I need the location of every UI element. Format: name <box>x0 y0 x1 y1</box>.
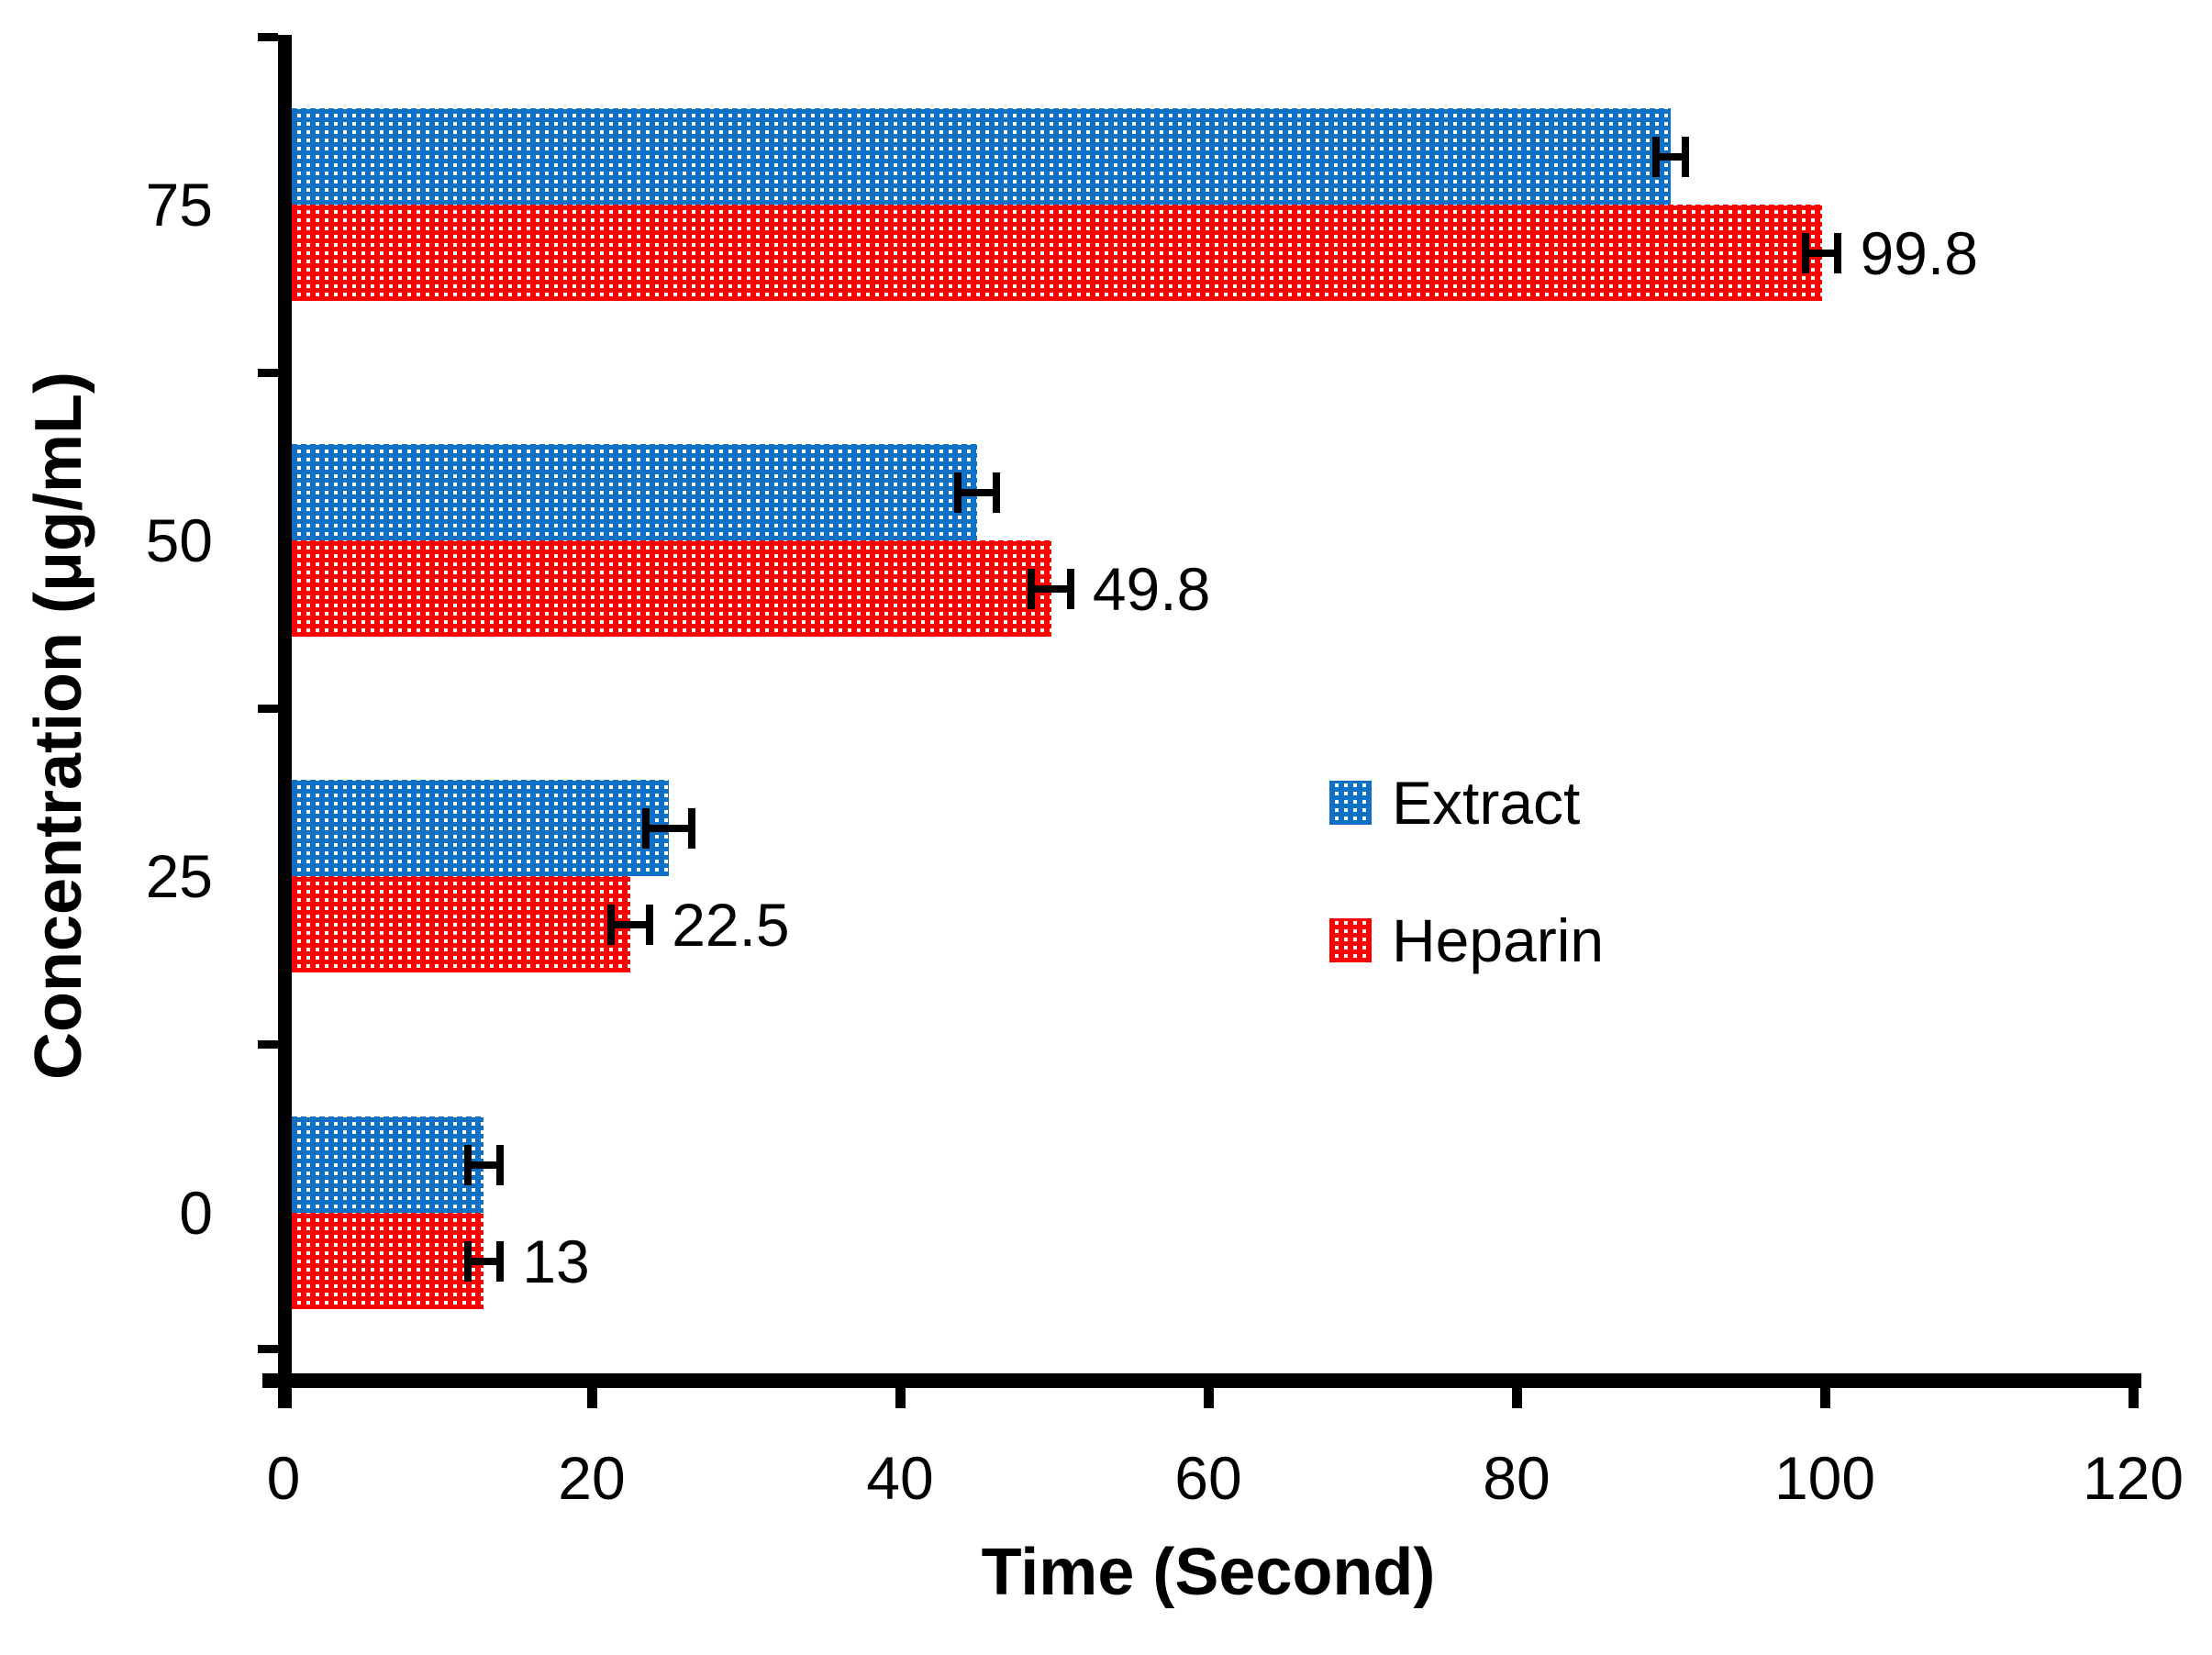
legend-swatch-heparin-icon <box>1329 918 1372 962</box>
x-axis-line <box>262 1373 2141 1388</box>
bar-extract-0 <box>292 1116 484 1213</box>
legend-label-extract: Extract <box>1392 769 1581 837</box>
y-axis-tick-1 <box>258 369 278 377</box>
data-label-49.8: 49.8 <box>1092 554 1211 623</box>
x-axis-tick-0 <box>279 1388 289 1408</box>
x-tick-label-40: 40 <box>866 1444 934 1512</box>
x-tick-label-0: 0 <box>266 1444 301 1512</box>
error-bar-cap <box>646 904 654 945</box>
legend-item-heparin: Heparin <box>1329 910 1604 971</box>
error-bar-cap <box>1066 568 1074 609</box>
x-tick-label-60: 60 <box>1174 1444 1242 1512</box>
y-axis-line <box>278 35 292 1408</box>
error-bar-cap <box>1682 136 1690 177</box>
error-bar-extract-25 <box>642 807 695 849</box>
error-bar-cap <box>953 472 961 513</box>
bar-heparin-25 <box>292 876 630 972</box>
data-label-13: 13 <box>522 1227 590 1295</box>
data-label-22.5: 22.5 <box>672 890 790 959</box>
x-axis-tick-20 <box>587 1388 597 1408</box>
error-bar-line <box>1028 584 1074 593</box>
error-bar-extract-75 <box>1651 136 1690 177</box>
error-bar-cap <box>463 1144 472 1185</box>
legend-swatch-extract-icon <box>1329 781 1372 825</box>
bar-extract-75 <box>292 108 1671 205</box>
error-bar-heparin-50 <box>1028 568 1074 609</box>
error-bar-cap <box>606 904 615 945</box>
y-category-label-0: 0 <box>179 1179 213 1247</box>
y-axis-tick-4 <box>258 1345 278 1353</box>
error-bar-line <box>463 1257 505 1265</box>
bar-heparin-0 <box>292 1213 484 1309</box>
error-bar-line <box>606 920 654 928</box>
error-bar-cap <box>993 472 1001 513</box>
error-bar-cap <box>496 1240 505 1282</box>
error-bar-extract-50 <box>953 472 1001 513</box>
legend-item-extract: Extract <box>1329 772 1580 833</box>
error-bar-cap <box>687 807 695 849</box>
y-category-label-75: 75 <box>145 171 213 239</box>
error-bar-extract-0 <box>463 1144 505 1185</box>
error-bar-heparin-75 <box>1801 232 1842 273</box>
data-label-99.8: 99.8 <box>1860 218 1978 287</box>
error-bar-line <box>953 488 1001 496</box>
y-axis-tick-0 <box>258 33 278 41</box>
x-tick-label-120: 120 <box>2082 1444 2184 1512</box>
y-axis-tick-2 <box>258 705 278 713</box>
error-bar-cap <box>642 807 650 849</box>
error-bar-cap <box>463 1240 472 1282</box>
x-tick-label-100: 100 <box>1773 1444 1876 1512</box>
x-tick-label-20: 20 <box>558 1444 626 1512</box>
error-bar-cap <box>1834 232 1842 273</box>
bar-extract-25 <box>292 780 669 876</box>
error-bar-cap <box>1651 136 1660 177</box>
error-bar-heparin-25 <box>606 904 654 945</box>
bar-extract-50 <box>292 444 977 540</box>
x-axis-tick-120 <box>2129 1388 2139 1408</box>
x-axis-tick-80 <box>1512 1388 1522 1408</box>
bar-heparin-75 <box>292 205 1822 301</box>
error-bar-cap <box>1801 232 1809 273</box>
error-bar-line <box>642 824 695 832</box>
x-tick-label-80: 80 <box>1483 1444 1551 1512</box>
error-bar-line <box>1801 249 1842 257</box>
x-axis-title: Time (Second) <box>981 1536 1436 1609</box>
x-axis-tick-40 <box>895 1388 906 1408</box>
error-bar-line <box>1651 152 1690 161</box>
y-axis-tick-3 <box>258 1040 278 1049</box>
legend-label-heparin: Heparin <box>1392 906 1605 974</box>
y-category-label-25: 25 <box>145 842 213 910</box>
x-axis-tick-60 <box>1204 1388 1214 1408</box>
error-bar-heparin-0 <box>463 1240 505 1282</box>
x-axis-tick-100 <box>1820 1388 1830 1408</box>
error-bar-cap <box>1028 568 1036 609</box>
y-category-label-50: 50 <box>145 506 213 574</box>
error-bar-cap <box>496 1144 505 1185</box>
bar-heparin-50 <box>292 540 1051 637</box>
error-bar-line <box>463 1161 505 1169</box>
